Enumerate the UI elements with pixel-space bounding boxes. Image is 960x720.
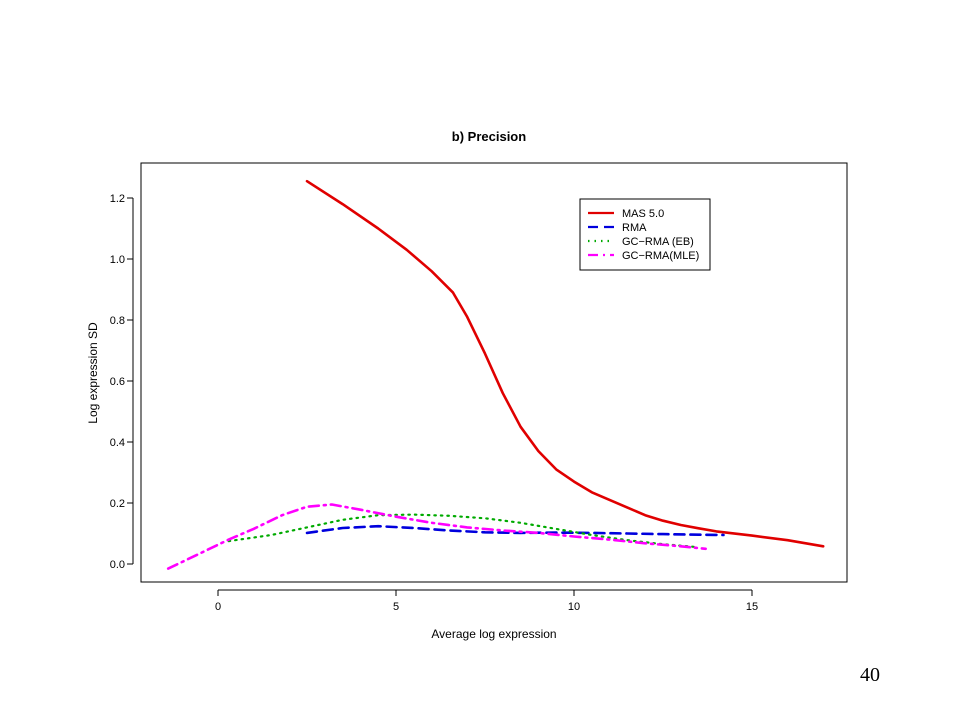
x-tick-label: 10 [568, 601, 580, 613]
y-tick-label: 1.2 [110, 193, 125, 205]
y-tick-label: 0.4 [110, 437, 125, 449]
x-axis-label: Average log expression [431, 627, 556, 641]
y-tick-label: 1.0 [110, 254, 125, 266]
legend-label: MAS 5.0 [622, 208, 664, 220]
series-line-3 [166, 503, 707, 570]
x-tick-label: 5 [393, 601, 399, 613]
page-number: 40 [860, 664, 880, 686]
series-layer [166, 179, 825, 570]
legend-label: GC−RMA (EB) [622, 236, 694, 248]
y-axis-label: Log expression SD [86, 322, 100, 424]
legend: MAS 5.0 RMA GC−RMA (EB) GC−RMA(MLE) [579, 198, 711, 271]
x-axis: 0 5 10 15 [215, 589, 758, 613]
y-tick-label: 0.2 [110, 498, 125, 510]
series-line-2 [227, 513, 700, 549]
series-line-0 [305, 179, 825, 548]
legend-box [579, 198, 711, 271]
legend-label: RMA [622, 222, 647, 234]
plot-frame [140, 162, 848, 583]
y-tick-label: 0.0 [110, 559, 125, 571]
legend-label: GC−RMA(MLE) [622, 250, 699, 262]
x-tick-label: 0 [215, 601, 221, 613]
y-axis: 0.0 0.2 0.4 0.6 0.8 1.0 1.2 [110, 193, 134, 571]
x-tick-label: 15 [746, 601, 758, 613]
y-tick-label: 0.8 [110, 315, 125, 327]
y-tick-label: 0.6 [110, 376, 125, 388]
chart-title: b) Precision [452, 129, 526, 144]
